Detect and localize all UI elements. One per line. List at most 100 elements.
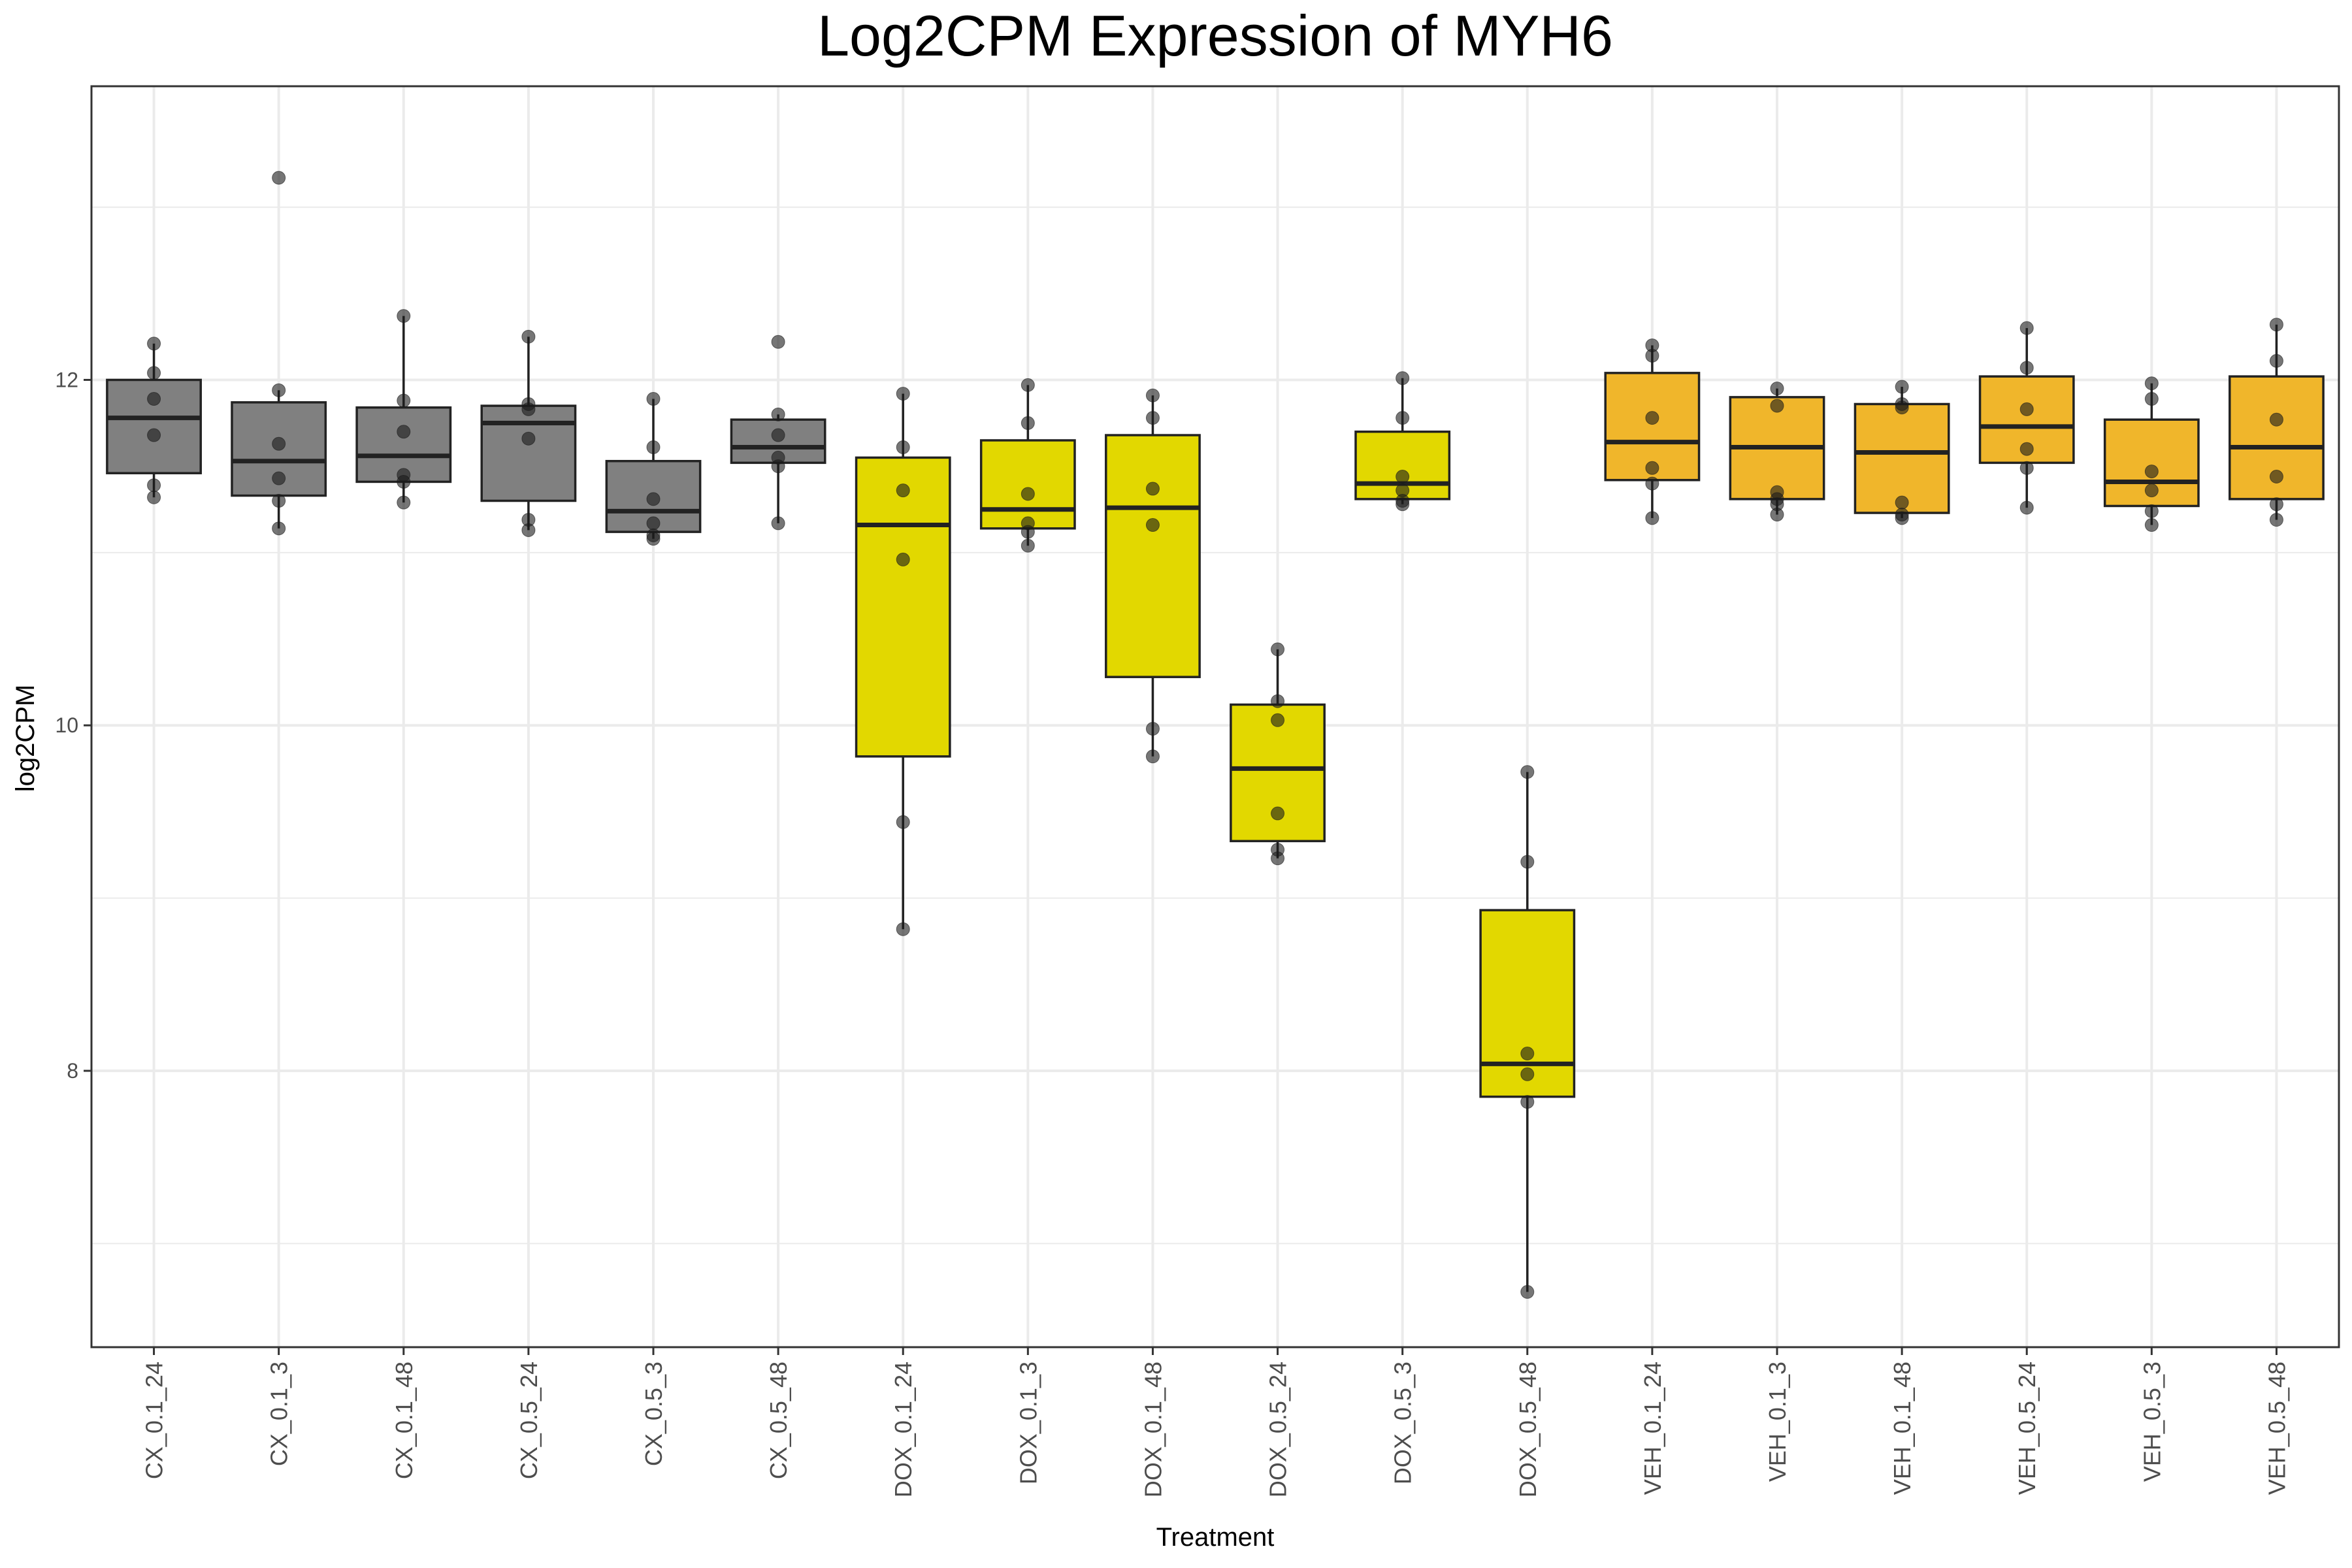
data-point xyxy=(2019,442,2034,456)
data-point xyxy=(1645,476,1659,491)
data-point xyxy=(521,402,536,416)
y-tick-label: 10 xyxy=(55,713,78,737)
x-tick-label: DOX_0.5_48 xyxy=(1514,1362,1541,1497)
data-point xyxy=(147,336,161,351)
box-group xyxy=(1105,388,1201,764)
x-tick-label: VEH_0.5_48 xyxy=(2263,1362,2290,1495)
y-axis: 8 10 12 xyxy=(55,368,91,1083)
data-point xyxy=(1895,400,1909,415)
box-group xyxy=(1230,642,1326,866)
data-point xyxy=(2019,461,2034,475)
box-group xyxy=(979,378,1076,553)
data-point xyxy=(1895,380,1909,394)
data-point xyxy=(896,922,910,936)
data-point xyxy=(2269,470,2283,484)
data-point xyxy=(1396,470,1410,484)
data-point xyxy=(2144,483,2159,498)
box-group xyxy=(355,309,452,510)
data-point xyxy=(2019,402,2034,416)
x-axis-title: Treatment xyxy=(1156,1523,1275,1552)
data-point xyxy=(1145,722,1160,736)
box-group xyxy=(730,335,826,531)
box-group xyxy=(1854,380,1950,525)
box-group xyxy=(1978,321,2075,515)
data-point xyxy=(771,428,785,442)
plot-panel: 8 10 12 CX_0.1_24 CX_0.1_3 CX_0.1_48 CX_0.5_24… xyxy=(55,85,2340,1497)
data-point xyxy=(1271,694,1285,708)
y-tick-label: 8 xyxy=(67,1059,78,1083)
data-point xyxy=(1645,511,1659,525)
data-point xyxy=(1271,713,1285,727)
data-point xyxy=(1895,511,1909,525)
x-tick-label: VEH_0.1_3 xyxy=(1764,1362,1791,1482)
x-tick-label: DOX_0.1_48 xyxy=(1139,1362,1166,1497)
data-point xyxy=(397,393,411,408)
box-group xyxy=(605,392,702,546)
data-point xyxy=(1021,525,1035,539)
box-group xyxy=(480,329,577,537)
data-point xyxy=(147,478,161,493)
box-group xyxy=(1354,371,1451,512)
data-point xyxy=(147,392,161,406)
box xyxy=(480,404,577,502)
data-point xyxy=(1645,411,1659,425)
data-point xyxy=(771,407,785,421)
box-group xyxy=(1479,765,1576,1299)
data-point xyxy=(1145,388,1160,402)
y-axis-title: log2CPM xyxy=(11,685,40,792)
data-point xyxy=(147,366,161,380)
x-tick-label: DOX_0.1_24 xyxy=(890,1362,917,1497)
y-tick-label: 12 xyxy=(55,368,78,391)
data-point xyxy=(1520,855,1535,869)
data-point xyxy=(1770,508,1784,522)
box xyxy=(1854,402,1950,514)
data-point xyxy=(896,552,910,566)
data-point xyxy=(896,440,910,455)
data-point xyxy=(521,523,536,537)
x-axis: CX_0.1_24 CX_0.1_3 CX_0.1_48 CX_0.5_24 CX_0.… xyxy=(141,1347,2290,1497)
x-tick-label: CX_0.1_48 xyxy=(391,1362,417,1479)
data-point xyxy=(2269,412,2283,427)
data-point xyxy=(1770,382,1784,396)
box xyxy=(979,439,1076,530)
x-tick-label: CX_0.1_3 xyxy=(266,1362,293,1466)
data-point xyxy=(1021,416,1035,431)
data-point xyxy=(896,483,910,498)
x-tick-label: CX_0.5_48 xyxy=(765,1362,792,1479)
data-point xyxy=(521,329,536,344)
data-point xyxy=(1645,348,1659,363)
data-point xyxy=(397,474,411,489)
data-point xyxy=(646,516,661,531)
x-tick-label: DOX_0.1_3 xyxy=(1015,1362,1041,1484)
data-point xyxy=(1271,642,1285,657)
data-point xyxy=(1520,1067,1535,1081)
data-point xyxy=(2019,361,2034,375)
data-point xyxy=(1021,487,1035,501)
data-point xyxy=(2144,376,2159,391)
x-tick-label: VEH_0.5_3 xyxy=(2138,1362,2165,1482)
data-point xyxy=(2269,497,2283,512)
data-point xyxy=(1145,482,1160,496)
box-group xyxy=(1604,338,1701,525)
data-point xyxy=(1520,1047,1535,1061)
x-tick-label: CX_0.5_3 xyxy=(640,1362,667,1466)
data-point xyxy=(272,521,286,536)
data-point xyxy=(1145,411,1160,425)
x-tick-label: VEH_0.5_24 xyxy=(2014,1362,2040,1495)
x-tick-label: DOX_0.5_3 xyxy=(1390,1362,1416,1484)
data-point xyxy=(147,490,161,504)
data-point xyxy=(1021,538,1035,553)
x-tick-label: VEH_0.1_48 xyxy=(1889,1362,1916,1495)
data-point xyxy=(2269,513,2283,527)
data-point xyxy=(646,532,661,546)
box-group xyxy=(2229,318,2325,527)
data-point xyxy=(1520,1095,1535,1109)
data-point xyxy=(896,387,910,401)
data-point xyxy=(2019,321,2034,335)
data-point xyxy=(1396,411,1410,425)
x-tick-label: DOX_0.5_24 xyxy=(1265,1362,1292,1497)
data-point xyxy=(771,335,785,349)
data-point xyxy=(1645,461,1659,475)
box-group xyxy=(2103,376,2200,532)
data-point xyxy=(2269,353,2283,368)
